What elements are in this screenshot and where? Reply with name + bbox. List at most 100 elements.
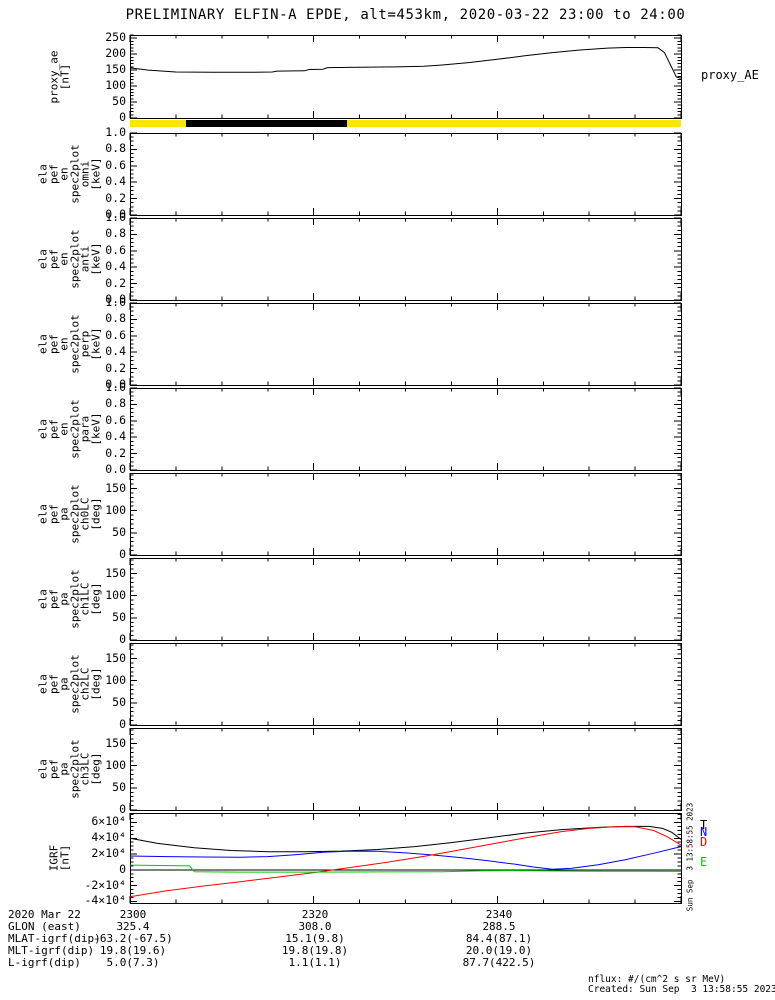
y-tick-label-en_omni: 0.8 (105, 141, 126, 156)
panel-border-pa_ch2LC (130, 643, 682, 726)
mlat-value-2: 15.1(9.8) (285, 932, 345, 945)
ephemeris-row-mlat: MLAT-igrf(dip) -63.2(-67.5) 15.1(9.8) 84… (0, 932, 775, 945)
side-timestamp: Sun Sep 3 13:58:55 2023 (685, 802, 695, 912)
y-tick-label-en_para: 0.8 (105, 396, 126, 411)
series-proxy_AE (129, 47, 682, 79)
y-tick-label-en_omni: 1.0 (105, 125, 126, 139)
mlat-value-1: -63.2(-67.5) (93, 932, 173, 945)
y-tick-label-igrf: -4×10⁴ (84, 893, 126, 908)
ephemeris-row-glon: GLON (east) 325.4 308.0 288.5 (0, 920, 775, 933)
y-tick-label-en_anti: 0.4 (105, 259, 126, 274)
y-tick-label-pa_ch0LC: 150 (105, 480, 126, 495)
y-tick-label-igrf: 2×10⁴ (91, 846, 126, 861)
y-tick-label-igrf: 0 (119, 861, 126, 876)
y-tick-label-pa_ch0LC: 100 (105, 502, 126, 517)
series-D (129, 826, 682, 898)
y-tick-label-pa_ch2LC: 150 (105, 650, 126, 665)
ephemeris-row-mlt: MLT-igrf(dip) 19.8(19.6) 19.8(19.8) 20.0… (0, 944, 775, 957)
y-tick-label-en_perp: 1.0 (105, 295, 126, 309)
y-tick-label-en_para: 0.4 (105, 429, 126, 444)
created-timestamp: Created: Sun Sep 3 13:58:55 2023 (588, 984, 775, 995)
series-T (129, 825, 682, 853)
right-label-proxy_ae: proxy_AE (701, 67, 759, 82)
y-tick-label-pa_ch0LC: 50 (112, 524, 126, 539)
series-E (129, 864, 682, 873)
glon-value-3: 288.5 (482, 920, 516, 933)
lshell-value-3: 87.7(422.5) (462, 956, 536, 969)
y-tick-label-proxy_ae: 150 (105, 62, 126, 77)
status-bar-segment-1 (186, 120, 348, 127)
y-axis-label-pa_ch3LC: ela pef pa spec2plot ch3LC [deg] (36, 739, 103, 799)
panel-border-pa_ch3LC (130, 728, 682, 811)
y-tick-label-en_omni: 0.2 (105, 190, 126, 205)
y-tick-label-en_perp: 0.8 (105, 311, 126, 326)
y-tick-label-en_para: 1.0 (105, 380, 126, 394)
y-axis-label-pa_ch2LC: ela pef pa spec2plot ch2LC [deg] (36, 654, 103, 714)
y-tick-label-pa_ch3LC: 0 (119, 802, 126, 816)
y-tick-label-pa_ch2LC: 0 (119, 717, 126, 731)
y-axis-label-igrf: IGRF [nT] (47, 844, 72, 872)
panel-border-en_perp (130, 303, 682, 386)
panel-border-pa_ch0LC (130, 473, 682, 556)
series-N (129, 846, 682, 870)
glon-value-1: 325.4 (116, 920, 150, 933)
legend-label-E: E (700, 855, 708, 869)
y-tick-label-en_perp: 0.4 (105, 344, 126, 359)
x-tick-label-2: 2320 (301, 908, 329, 921)
y-tick-label-en_para: 0.2 (105, 445, 126, 460)
status-bar-segment-0 (130, 120, 187, 127)
y-tick-label-en_anti: 0.0 (105, 292, 126, 306)
y-axis-label-en_omni: ela pef en spec2plot omni [keV] (36, 144, 103, 204)
y-tick-label-igrf: -2×10⁴ (84, 877, 126, 892)
mlt-value-3: 20.0(19.0) (465, 944, 533, 957)
lshell-value-1: 5.0(7.3) (106, 956, 160, 969)
y-tick-label-pa_ch3LC: 150 (105, 735, 126, 750)
y-tick-label-pa_ch1LC: 150 (105, 565, 126, 580)
mlat-label: MLAT-igrf(dip) (8, 932, 101, 945)
y-tick-label-en_omni: 0.6 (105, 157, 126, 172)
mlat-value-3: 84.4(87.1) (465, 932, 533, 945)
panel-border-en_omni (130, 133, 682, 216)
panel-border-en_anti (130, 218, 682, 301)
y-tick-label-pa_ch1LC: 100 (105, 587, 126, 602)
y-tick-label-igrf: 6×10⁴ (91, 814, 126, 829)
y-tick-label-en_perp: 0.6 (105, 327, 126, 342)
y-tick-label-en_anti: 0.8 (105, 226, 126, 241)
y-tick-label-en_omni: 0.0 (105, 207, 126, 221)
y-tick-label-pa_ch2LC: 100 (105, 672, 126, 687)
y-tick-label-en_anti: 0.2 (105, 275, 126, 290)
lshell-value-2: 1.1(1.1) (288, 956, 342, 969)
nflux-units-note: nflux: #/(cm^2 s sr MeV) (588, 974, 726, 985)
mlt-value-1: 19.8(19.6) (99, 944, 167, 957)
y-tick-label-en_anti: 1.0 (105, 210, 126, 224)
y-tick-label-en_anti: 0.6 (105, 242, 126, 257)
y-axis-label-en_anti: ela pef en spec2plot anti [keV] (36, 229, 103, 289)
y-tick-label-pa_ch2LC: 50 (112, 694, 126, 709)
chart-title: PRELIMINARY ELFIN-A EPDE, alt=453km, 202… (125, 7, 686, 23)
y-tick-label-pa_ch3LC: 100 (105, 757, 126, 772)
y-tick-label-en_perp: 0.0 (105, 377, 126, 391)
x-tick-label-1: 2300 (119, 908, 147, 921)
y-tick-label-pa_ch1LC: 50 (112, 609, 126, 624)
ephemeris-row-lshell: L-igrf(dip) 5.0(7.3) 1.1(1.1) 87.7(422.5… (0, 956, 775, 969)
y-tick-label-pa_ch3LC: 50 (112, 779, 126, 794)
y-tick-label-proxy_ae: 200 (105, 46, 126, 61)
y-tick-label-proxy_ae: 250 (105, 30, 126, 45)
legend-label-T: T (700, 818, 708, 832)
lshell-label: L-igrf(dip) (8, 956, 81, 969)
y-tick-label-en_para: 0.0 (105, 462, 126, 476)
y-tick-label-proxy_ae: 50 (112, 94, 126, 109)
mlt-label: MLT-igrf(dip) (8, 944, 95, 957)
y-tick-label-en_perp: 0.2 (105, 360, 126, 375)
mlt-value-2: 19.8(19.8) (281, 944, 349, 957)
y-tick-label-pa_ch0LC: 0 (119, 547, 126, 561)
y-tick-label-igrf: 4×10⁴ (91, 830, 126, 845)
glon-label: GLON (east) (8, 920, 81, 933)
y-axis-label-pa_ch0LC: ela pef pa spec2plot ch0LC [deg] (36, 484, 103, 544)
panel-border-pa_ch1LC (130, 558, 682, 641)
status-bar-segment-2 (347, 120, 681, 127)
y-tick-label-proxy_ae: 100 (105, 78, 126, 93)
y-axis-label-proxy_ae: proxy_ae [nT] (47, 50, 72, 103)
